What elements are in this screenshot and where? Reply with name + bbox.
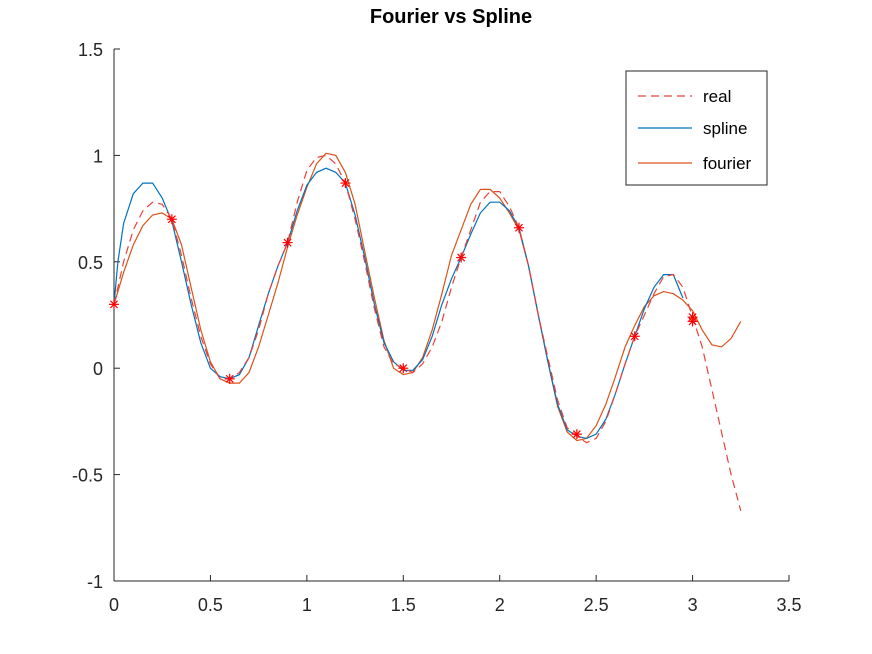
x-tick-label: 2.5: [584, 595, 609, 615]
sample-point: [282, 237, 293, 248]
legend-label-spline: spline: [703, 119, 747, 138]
legend: real spline fourier: [625, 70, 768, 186]
sample-point: [340, 178, 351, 189]
y-tick-label: 0: [93, 359, 103, 379]
sample-point: [456, 252, 467, 263]
legend-label-real: real: [703, 87, 731, 106]
plot-area: [109, 152, 742, 511]
sample-point: [687, 316, 698, 327]
sample-point: [224, 373, 235, 384]
sample-point: [166, 214, 177, 225]
y-tick-label: -0.5: [72, 466, 103, 486]
axes: 0 0.5 1 1.5 2 2.5 3 3.5 -1 -0.5 0 0.5 1 1.5: [72, 40, 802, 615]
y-tick-label: 1: [93, 146, 103, 166]
y-tick-label: 1.5: [78, 40, 103, 60]
sample-point: [514, 222, 524, 233]
x-tick-label: 2: [495, 595, 505, 615]
x-tick-label: 0.5: [198, 595, 223, 615]
sample-point: [571, 429, 582, 440]
x-tick-label: 1.5: [391, 595, 416, 615]
sample-point: [629, 331, 640, 342]
sample-point: [109, 299, 119, 310]
chart-title: Fourier vs Spline: [370, 6, 532, 28]
x-tick-label: 1: [302, 595, 312, 615]
y-tick-label: -1: [87, 572, 103, 592]
x-tick-label: 3: [688, 595, 698, 615]
sample-point: [398, 363, 409, 374]
series-spline-line: [113, 167, 684, 440]
x-tick-label: 3.5: [776, 595, 801, 615]
y-tick-label: 0.5: [78, 253, 103, 273]
x-tick-label: 0: [109, 595, 119, 615]
legend-label-fourier: fourier: [703, 154, 752, 173]
